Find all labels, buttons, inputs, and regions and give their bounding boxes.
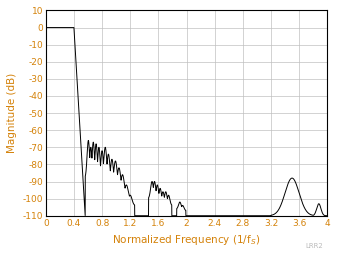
X-axis label: Normalized Frequency (1/f$_S$): Normalized Frequency (1/f$_S$) (113, 233, 261, 247)
Text: LRR2: LRR2 (306, 243, 324, 249)
Y-axis label: Magnitude (dB): Magnitude (dB) (7, 73, 17, 153)
